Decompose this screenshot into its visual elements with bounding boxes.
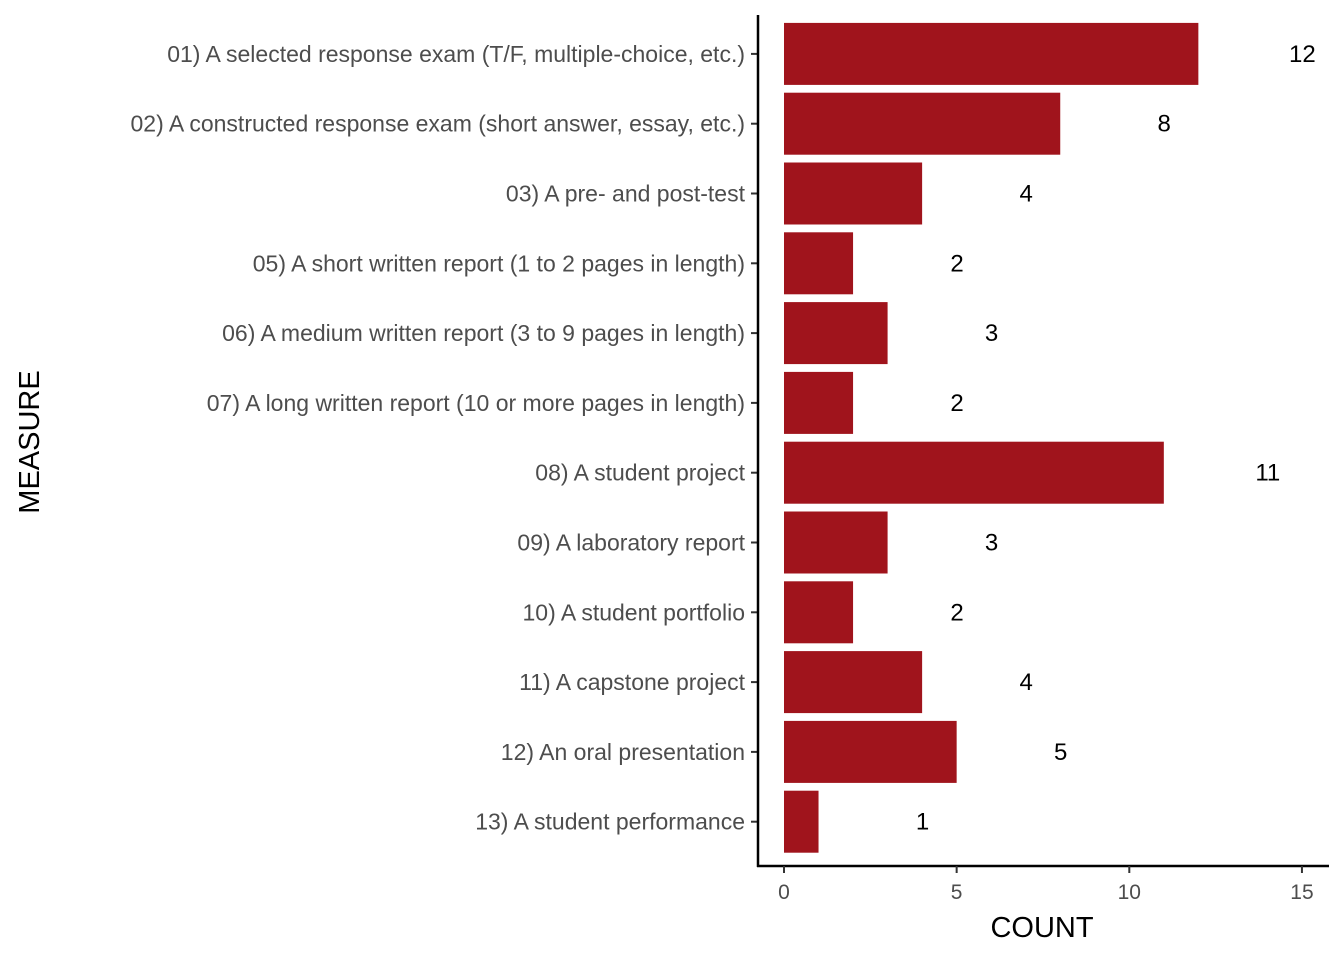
data-label: 5 xyxy=(1054,739,1067,766)
y-axis-title: MEASURE xyxy=(14,370,46,513)
bar xyxy=(784,162,923,225)
data-label: 4 xyxy=(1019,669,1032,696)
bar xyxy=(784,302,888,365)
data-label: 8 xyxy=(1158,111,1171,138)
data-label: 2 xyxy=(950,599,963,626)
data-label: 3 xyxy=(985,320,998,347)
bar xyxy=(784,232,854,295)
y-axis: 01) A selected response exam (T/F, multi… xyxy=(131,15,760,867)
data-label: 12 xyxy=(1289,41,1316,68)
data-label: 3 xyxy=(985,530,998,557)
bars-group xyxy=(784,22,1199,853)
x-tick-label: 5 xyxy=(951,881,963,904)
bar xyxy=(784,581,854,644)
bar xyxy=(784,22,1199,85)
category-label: 06) A medium written report (3 to 9 page… xyxy=(222,320,745,346)
category-label: 05) A short written report (1 to 2 pages… xyxy=(253,250,745,276)
data-label: 4 xyxy=(1019,181,1032,208)
x-tick-label: 0 xyxy=(778,881,790,904)
x-axis-title: COUNT xyxy=(990,912,1093,944)
data-label: 11 xyxy=(1255,460,1280,487)
category-label: 02) A constructed response exam (short a… xyxy=(131,111,745,137)
category-label: 13) A student performance xyxy=(475,809,745,835)
category-label: 12) An oral presentation xyxy=(501,739,745,765)
bar xyxy=(784,651,923,714)
bar xyxy=(784,441,1164,504)
category-label: 07) A long written report (10 or more pa… xyxy=(207,390,745,416)
data-label: 2 xyxy=(950,390,963,417)
x-tick-label: 10 xyxy=(1118,881,1141,904)
data-label: 2 xyxy=(950,250,963,277)
data-label: 1 xyxy=(916,809,929,836)
category-label: 10) A student portfolio xyxy=(523,599,746,625)
category-label: 03) A pre- and post-test xyxy=(506,181,746,207)
bar xyxy=(784,371,854,434)
x-axis: 0 5 10 15 xyxy=(757,864,1329,904)
bar xyxy=(784,511,888,574)
x-tick-label: 15 xyxy=(1290,881,1313,904)
category-label: 01) A selected response exam (T/F, multi… xyxy=(167,41,745,67)
bar xyxy=(784,790,819,853)
category-label: 08) A student project xyxy=(535,460,745,486)
bar xyxy=(784,720,957,783)
category-label: 09) A laboratory report xyxy=(517,530,745,556)
data-labels-group: 12 8 4 2 3 2 11 3 2 4 5 1 xyxy=(916,41,1316,836)
bar xyxy=(784,92,1061,155)
category-label: 11) A capstone project xyxy=(519,669,745,695)
